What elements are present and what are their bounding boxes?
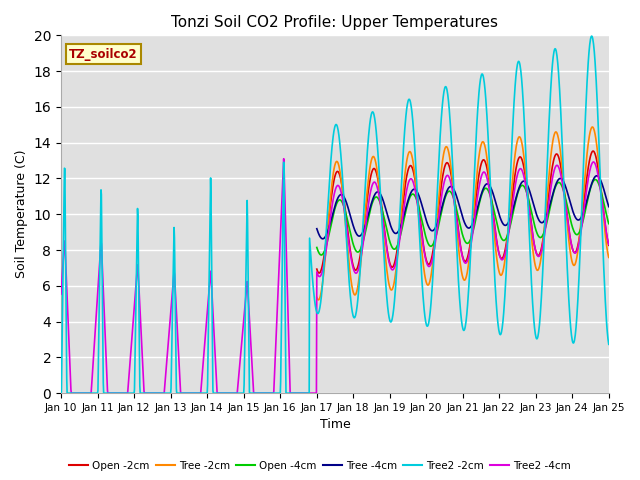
Tree2 -4cm [280, 156, 287, 162]
Tree2 -2cm [540, 248, 547, 254]
Tree -2cm [605, 254, 612, 260]
Tree2 -4cm [541, 233, 548, 239]
X-axis label: Time: Time [319, 419, 350, 432]
Tree2 -2cm [420, 302, 428, 308]
Line: Tree -4cm: Tree -4cm [317, 176, 609, 239]
Tree2 -2cm [240, 382, 248, 387]
Open -2cm [605, 242, 612, 248]
Tree2 -2cm [492, 286, 499, 291]
Tree2 -2cm [57, 390, 65, 396]
Tree2 -2cm [588, 33, 595, 39]
Tree2 -4cm [166, 320, 173, 326]
Tree2 -2cm [179, 390, 187, 396]
Line: Tree2 -2cm: Tree2 -2cm [61, 36, 609, 393]
Tree2 -2cm [166, 390, 173, 396]
Open -2cm [492, 228, 499, 234]
Tree -2cm [420, 265, 428, 271]
Tree2 -4cm [67, 390, 75, 396]
Tree2 -4cm [179, 390, 187, 396]
Tree -4cm [420, 209, 428, 215]
Tree2 -4cm [241, 309, 248, 314]
Tree2 -4cm [492, 235, 500, 241]
Open -4cm [540, 230, 547, 236]
Title: Tonzi Soil CO2 Profile: Upper Temperatures: Tonzi Soil CO2 Profile: Upper Temperatur… [172, 15, 499, 30]
Open -2cm [540, 232, 547, 238]
Tree2 -4cm [57, 291, 65, 297]
Line: Open -4cm: Open -4cm [317, 180, 609, 255]
Open -4cm [492, 214, 499, 219]
Open -4cm [420, 226, 428, 232]
Open -2cm [420, 245, 428, 251]
Open -4cm [605, 221, 612, 227]
Line: Tree2 -4cm: Tree2 -4cm [61, 159, 609, 393]
Tree -4cm [540, 219, 547, 225]
Line: Open -2cm: Open -2cm [317, 151, 609, 273]
Tree -2cm [492, 243, 499, 249]
Tree -4cm [492, 198, 499, 204]
Tree2 -4cm [605, 241, 612, 247]
Tree -4cm [605, 204, 612, 210]
Tree2 -2cm [605, 341, 612, 347]
Legend: Open -2cm, Tree -2cm, Open -4cm, Tree -4cm, Tree2 -2cm, Tree2 -4cm: Open -2cm, Tree -2cm, Open -4cm, Tree -4… [65, 456, 575, 475]
Tree2 -4cm [420, 251, 428, 257]
Text: TZ_soilco2: TZ_soilco2 [69, 48, 138, 61]
Y-axis label: Soil Temperature (C): Soil Temperature (C) [15, 150, 28, 278]
Line: Tree -2cm: Tree -2cm [317, 127, 609, 300]
Tree -2cm [540, 232, 547, 238]
